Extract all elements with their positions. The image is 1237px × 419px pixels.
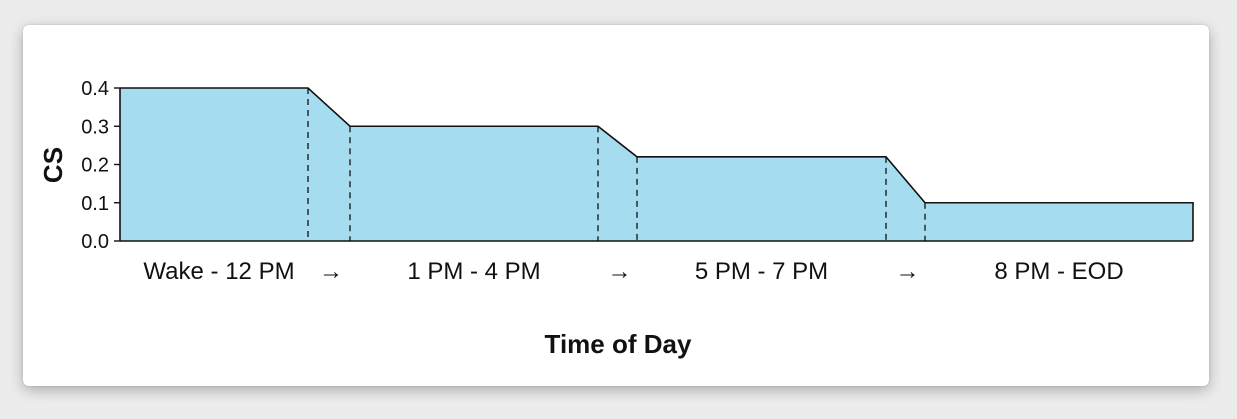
y-axis: 0.0 0.1 0.2 0.3 0.4: [81, 78, 1193, 253]
y-tick-label: 0.1: [81, 193, 109, 215]
y-tick-label: 0.4: [81, 78, 109, 100]
x-category-label: 1 PM - 4 PM: [407, 258, 540, 285]
y-tick-label: 0.3: [81, 116, 109, 138]
y-tick-label: 0.2: [81, 155, 109, 177]
x-axis-labels: Wake - 12 PM 1 PM - 4 PM 5 PM - 7 PM 8 PM -…: [143, 258, 1123, 285]
area-layer: [120, 87, 1194, 241]
transition-arrow-label: →: [896, 258, 920, 285]
y-axis-title: CS: [38, 147, 68, 183]
cs-area-fill: [120, 88, 1193, 241]
transition-arrow-label: →: [608, 258, 632, 285]
transition-arrow-label: →: [319, 258, 343, 285]
x-category-label: Wake - 12 PM: [143, 258, 294, 285]
x-category-label: 8 PM - EOD: [994, 258, 1123, 285]
x-category-label: 5 PM - 7 PM: [695, 258, 828, 285]
transition-dividers: [307, 88, 926, 241]
y-tick-label: 0.0: [81, 231, 109, 253]
x-axis-title: Time of Day: [545, 329, 692, 359]
